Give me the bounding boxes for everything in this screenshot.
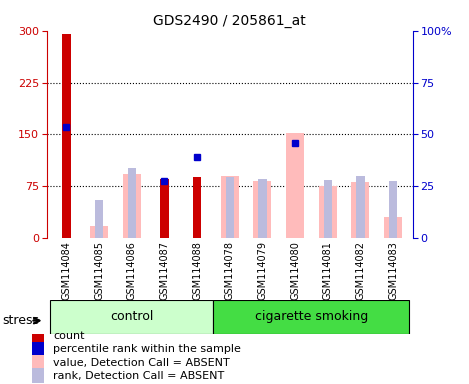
Bar (123, 174, 141, 238)
Bar (160, 179, 168, 238)
Bar (213, 300, 409, 334)
Bar (351, 182, 370, 238)
Bar (32, 368, 44, 383)
Text: count: count (53, 331, 84, 341)
Text: cigarette smoking: cigarette smoking (255, 310, 368, 323)
Bar (319, 185, 337, 238)
Text: GSM114083: GSM114083 (388, 241, 398, 300)
Text: GSM114082: GSM114082 (356, 241, 365, 300)
Text: GSM114086: GSM114086 (127, 241, 137, 300)
Bar (226, 177, 234, 238)
Bar (32, 328, 44, 343)
Text: GSM114084: GSM114084 (61, 241, 71, 300)
Text: stress: stress (2, 314, 39, 327)
Bar (95, 200, 103, 238)
Text: percentile rank within the sample: percentile rank within the sample (53, 344, 241, 354)
Bar (356, 176, 364, 238)
Bar (32, 342, 44, 356)
Bar (221, 176, 239, 238)
Bar (32, 355, 44, 370)
Bar (324, 180, 332, 238)
Bar (128, 167, 136, 238)
Bar (62, 34, 70, 238)
Title: GDS2490 / 205861_at: GDS2490 / 205861_at (153, 14, 306, 28)
Text: GSM114088: GSM114088 (192, 241, 202, 300)
Bar (193, 177, 201, 238)
Text: GSM114085: GSM114085 (94, 241, 104, 300)
Bar (50, 300, 213, 334)
Text: GSM114079: GSM114079 (257, 241, 267, 300)
Text: GSM114080: GSM114080 (290, 241, 300, 300)
Text: GSM114087: GSM114087 (159, 241, 169, 300)
Text: control: control (110, 310, 153, 323)
Text: GSM114081: GSM114081 (323, 241, 333, 300)
Bar (384, 217, 402, 238)
Text: value, Detection Call = ABSENT: value, Detection Call = ABSENT (53, 358, 230, 367)
Bar (286, 133, 304, 238)
Bar (253, 181, 272, 238)
Bar (258, 179, 266, 238)
Bar (389, 181, 397, 238)
Text: GSM114078: GSM114078 (225, 241, 235, 300)
Bar (90, 226, 108, 238)
Text: rank, Detection Call = ABSENT: rank, Detection Call = ABSENT (53, 371, 224, 381)
